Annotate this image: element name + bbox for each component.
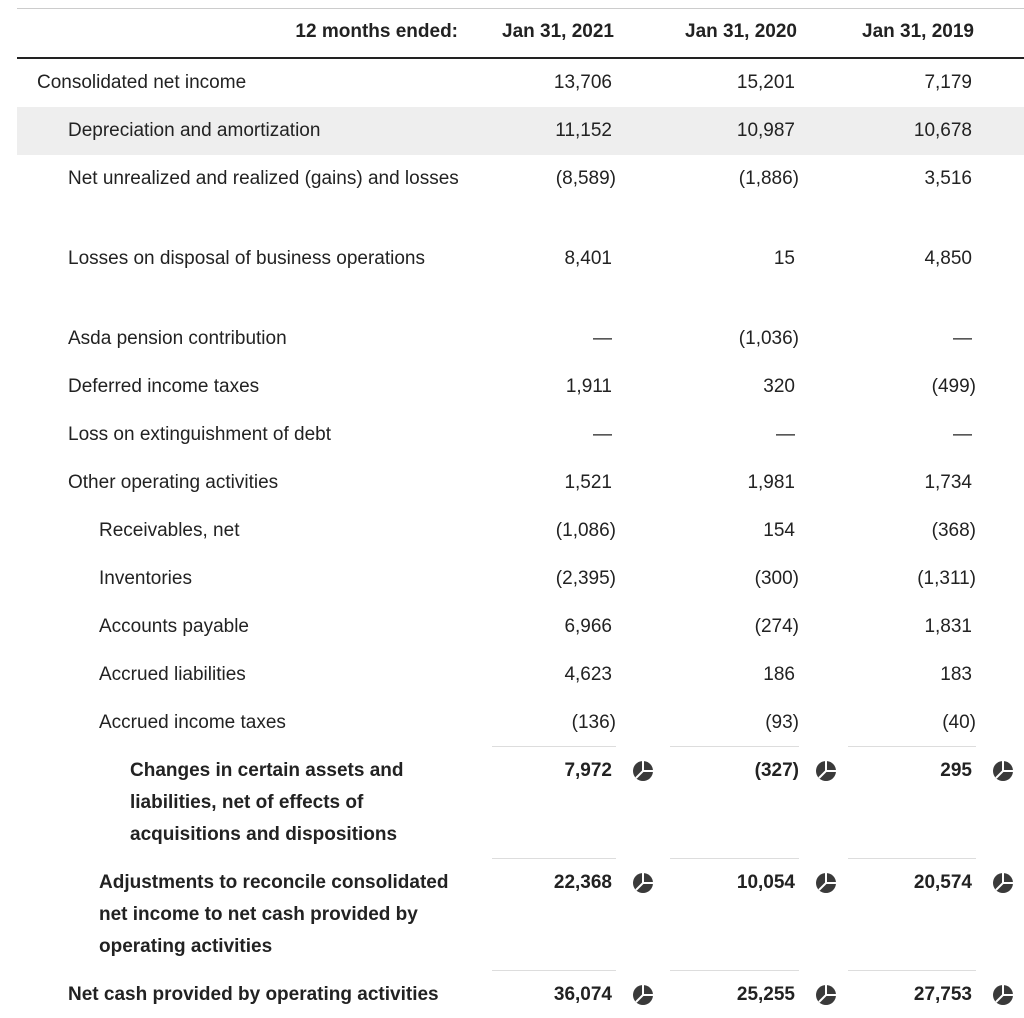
cell-value: 10,987 bbox=[736, 120, 795, 141]
row-label: Inventories bbox=[99, 568, 192, 589]
cell-value: (1,311) bbox=[917, 568, 976, 589]
cell-value: (8,589) bbox=[555, 168, 616, 189]
cell-value: 154 bbox=[763, 520, 795, 541]
cell-value: 13,706 bbox=[553, 72, 612, 93]
row-label: Accounts payable bbox=[99, 616, 249, 637]
cell-value: 7,179 bbox=[924, 72, 972, 93]
pie-icon bbox=[992, 760, 1014, 782]
pie-icon bbox=[815, 760, 837, 782]
row-label: Accrued liabilities bbox=[99, 664, 246, 685]
column-header: Jan 31, 2020 bbox=[685, 21, 797, 42]
pie-icon bbox=[632, 872, 654, 894]
row-label: Net cash provided by operating activitie… bbox=[68, 984, 439, 1005]
cell-value: (1,886) bbox=[738, 168, 799, 189]
row-label: Adjustments to reconcile consolidated ne… bbox=[99, 872, 449, 957]
column-header: Jan 31, 2019 bbox=[862, 21, 974, 42]
cell-value: 320 bbox=[763, 376, 795, 397]
pie-icon bbox=[992, 872, 1014, 894]
subtotal-rule bbox=[848, 970, 976, 971]
cell-value: (327) bbox=[754, 760, 799, 781]
cell-value: (93) bbox=[765, 712, 799, 733]
row-label: Asda pension contribution bbox=[68, 328, 287, 349]
row-label: Changes in certain assets and liabilitie… bbox=[130, 760, 404, 845]
cell-value: 22,368 bbox=[553, 872, 612, 893]
subtotal-rule bbox=[670, 746, 799, 747]
header-rule bbox=[17, 57, 1024, 59]
row-label: Loss on extinguishment of debt bbox=[68, 424, 332, 445]
top-rule bbox=[17, 8, 1024, 9]
cell-value: — bbox=[593, 424, 612, 445]
cell-value: 3,516 bbox=[924, 168, 972, 189]
cell-value: 10,054 bbox=[736, 872, 795, 893]
row-label: Other operating activities bbox=[68, 472, 279, 493]
row-label: Net unrealized and realized (gains) and … bbox=[68, 168, 459, 189]
cell-value: (300) bbox=[754, 568, 799, 589]
cell-value: — bbox=[953, 424, 972, 445]
cell-value: (1,036) bbox=[738, 328, 799, 349]
cell-value: (1,086) bbox=[555, 520, 616, 541]
cell-value: — bbox=[953, 328, 972, 349]
row-label: Consolidated net income bbox=[37, 72, 247, 93]
cell-value: 1,981 bbox=[747, 472, 795, 493]
cell-value: 1,831 bbox=[924, 616, 972, 637]
subtotal-rule bbox=[670, 970, 799, 971]
pie-icon bbox=[992, 984, 1014, 1006]
cell-value: 183 bbox=[940, 664, 972, 685]
pie-icon bbox=[632, 760, 654, 782]
cell-value: 25,255 bbox=[736, 984, 795, 1005]
cell-value: (274) bbox=[754, 616, 799, 637]
cell-value: (368) bbox=[931, 520, 976, 541]
cell-value: (499) bbox=[931, 376, 976, 397]
cell-value: 27,753 bbox=[913, 984, 972, 1005]
cell-value: 4,850 bbox=[924, 248, 972, 269]
cell-value: 1,911 bbox=[565, 376, 612, 397]
cell-value: 11,152 bbox=[555, 120, 612, 141]
row-highlight bbox=[17, 107, 1024, 155]
cell-value: 15 bbox=[773, 248, 795, 269]
cell-value: 295 bbox=[940, 760, 972, 781]
cell-value: (2,395) bbox=[555, 568, 616, 589]
cell-value: (136) bbox=[571, 712, 616, 733]
subtotal-rule bbox=[848, 858, 976, 859]
row-label: Depreciation and amortization bbox=[68, 120, 321, 141]
pie-icon bbox=[815, 984, 837, 1006]
cell-value: — bbox=[776, 424, 795, 445]
cell-value: 4,623 bbox=[564, 664, 612, 685]
cell-value: 1,521 bbox=[564, 472, 612, 493]
cell-value: 6,966 bbox=[564, 616, 612, 637]
column-header: Jan 31, 2021 bbox=[502, 21, 614, 42]
cell-value: 7,972 bbox=[564, 760, 612, 781]
cell-value: 10,678 bbox=[913, 120, 972, 141]
subtotal-rule bbox=[492, 746, 616, 747]
row-label: Receivables, net bbox=[99, 520, 240, 541]
cell-value: 8,401 bbox=[564, 248, 612, 269]
cell-value: 36,074 bbox=[553, 984, 612, 1005]
header-label: 12 months ended: bbox=[295, 21, 458, 42]
pie-icon bbox=[815, 872, 837, 894]
cell-value: 15,201 bbox=[736, 72, 795, 93]
cell-value: 186 bbox=[763, 664, 795, 685]
cell-value: 1,734 bbox=[924, 472, 972, 493]
cell-value: (40) bbox=[942, 712, 976, 733]
subtotal-rule bbox=[492, 970, 616, 971]
subtotal-rule bbox=[670, 858, 799, 859]
cell-value: 20,574 bbox=[913, 872, 972, 893]
row-label: Losses on disposal of business operation… bbox=[68, 248, 426, 269]
row-label: Accrued income taxes bbox=[99, 712, 286, 733]
pie-icon bbox=[632, 984, 654, 1006]
subtotal-rule bbox=[492, 858, 616, 859]
subtotal-rule bbox=[848, 746, 976, 747]
cell-value: — bbox=[593, 328, 612, 349]
row-label: Deferred income taxes bbox=[68, 376, 260, 397]
